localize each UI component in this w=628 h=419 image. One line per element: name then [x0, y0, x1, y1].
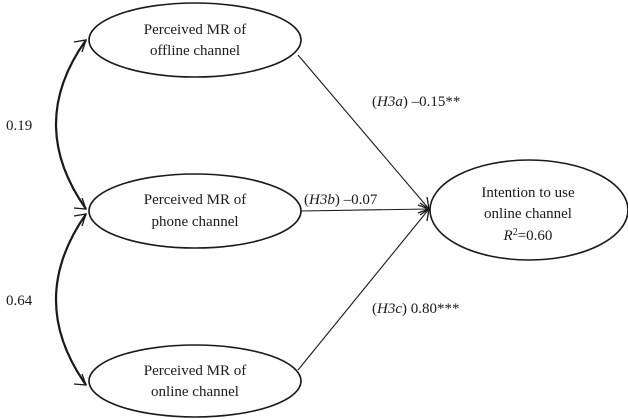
- node-online-line2: online channel: [151, 384, 239, 400]
- path-arrow-h3a: [297, 54, 430, 210]
- correlation-curve-offline-phone: [54, 39, 87, 210]
- path-label-h3a-coefficient: –0.15**: [411, 94, 461, 110]
- correlation-curve-phone-online: [55, 213, 87, 386]
- node-phone-channel: Perceived MR of phone channel: [88, 173, 302, 249]
- path-label-h3b: (H3b) –0.07: [304, 192, 378, 208]
- correlation-label-phone-online: 0.64: [6, 293, 33, 309]
- path-label-h3a-hypothesis: H3a: [376, 94, 403, 110]
- path-label-h3b-coefficient: –0.07: [343, 192, 378, 208]
- node-offline-line1: Perceived MR of: [144, 22, 246, 38]
- path-label-h3a: (H3a) –0.15**: [372, 94, 460, 110]
- r-squared-symbol: R: [503, 228, 513, 244]
- path-label-h3c-coefficient: 0.80***: [411, 301, 460, 317]
- node-phone-line1: Perceived MR of: [144, 192, 246, 208]
- node-online-channel: Perceived MR of online channel: [88, 344, 302, 418]
- node-online-line1: Perceived MR of: [144, 363, 246, 379]
- path-label-h3b-hypothesis: H3b: [308, 192, 335, 208]
- node-offline-line2: offline channel: [150, 43, 240, 59]
- path-label-h3c: (H3c) 0.80***: [372, 301, 460, 317]
- node-intention-r-squared: R2=0.60: [503, 227, 553, 245]
- node-phone-line2: phone channel: [151, 214, 238, 230]
- r-squared-value: =0.60: [518, 228, 553, 244]
- node-intention-line2: online channel: [484, 206, 572, 222]
- correlation-label-offline-phone: 0.19: [6, 118, 32, 134]
- node-offline-channel: Perceived MR of offline channel: [88, 2, 302, 78]
- path-label-h3c-hypothesis: H3c: [376, 301, 402, 317]
- node-intention-online-channel: Intention to use online channel R2=0.60: [429, 159, 628, 261]
- path-arrow-h3c: [297, 208, 430, 371]
- node-intention-line1: Intention to use: [481, 185, 575, 201]
- r-squared-exponent: 2: [513, 227, 518, 238]
